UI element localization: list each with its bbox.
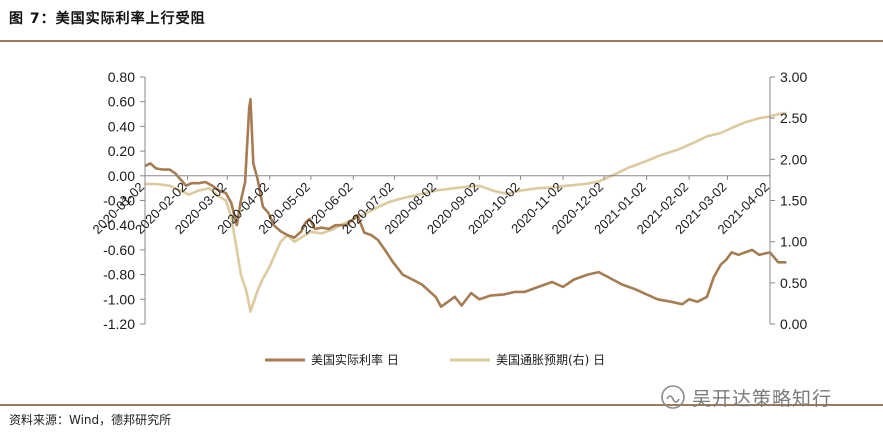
left-tick-label: 0.20: [108, 143, 135, 159]
right-tick-label: 0.50: [780, 275, 807, 291]
right-tick-label: 2.00: [780, 151, 807, 167]
right-tick-label: 1.50: [780, 193, 807, 209]
right-tick-label: 2.50: [780, 110, 807, 126]
top-rule: [0, 40, 883, 42]
legend-label: 美国通胀预期(右) 日: [496, 352, 605, 367]
left-tick-label: -1.00: [103, 291, 135, 307]
left-tick-label: 0.00: [108, 168, 135, 184]
right-tick-label: 3.00: [780, 69, 807, 85]
bottom-rule: [0, 404, 883, 406]
right-tick-label: 0.00: [780, 316, 807, 332]
figure-title: 图 7：美国实际利率上行受阻: [9, 11, 206, 27]
left-tick-label: 0.60: [108, 94, 135, 110]
right-tick-label: 1.00: [780, 234, 807, 250]
source-note: 资料来源：Wind，德邦研究所: [9, 413, 172, 427]
left-tick-label: -0.60: [103, 242, 135, 258]
series-line-breakeven: [145, 111, 787, 313]
plot-lines: [144, 97, 787, 313]
legend-label: 美国实际利率 日: [311, 352, 399, 367]
left-tick-label: -0.20: [103, 193, 135, 209]
left-tick-label: 0.40: [108, 118, 135, 134]
axes: 0.80 0.60 0.40 0.20 0.00 -0.20 -0.40 -0.60 -0.80…: [89, 69, 807, 332]
wechat-icon: [661, 385, 685, 409]
watermark: 吴开达策略知行: [660, 380, 832, 414]
series-line-real-rate: [144, 97, 787, 308]
left-tick-label: -0.40: [103, 217, 135, 233]
left-tick-label: -0.80: [103, 267, 135, 283]
watermark-text: 吴开达策略知行: [692, 387, 833, 410]
chart: 0.80 0.60 0.40 0.20 0.00 -0.20 -0.40 -0.60 -0.80…: [89, 69, 807, 367]
left-tick-label: -1.20: [103, 316, 135, 332]
left-tick-label: 0.80: [108, 69, 135, 85]
legend: 美国实际利率 日 美国通胀预期(右) 日: [265, 352, 605, 367]
